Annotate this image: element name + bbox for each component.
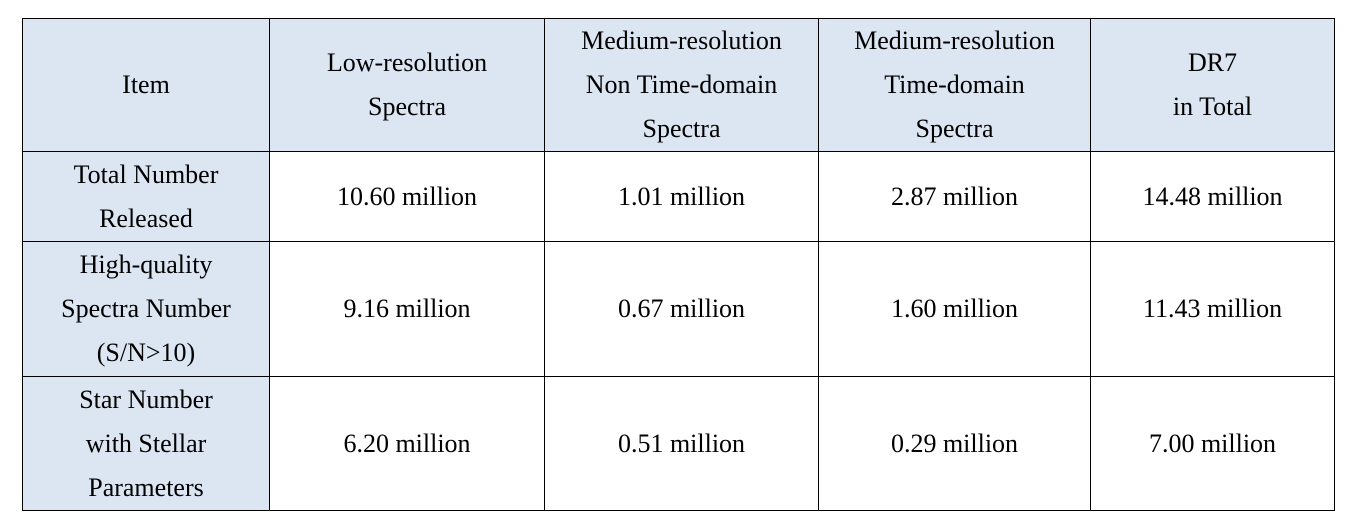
cell-line: Time-domain — [884, 70, 1025, 99]
cell-line: Parameters — [88, 472, 204, 502]
cell-line: 0.29 million — [890, 428, 1019, 458]
cell-line: in Total — [1172, 92, 1253, 121]
cell-line: 1.60 million — [890, 294, 1019, 323]
value-cell: 6.20 million — [269, 376, 545, 511]
value-cell: 0.51 million — [544, 376, 819, 511]
row-label-cell: Total Number Released — [22, 151, 270, 242]
value-cell: 9.16 million — [269, 241, 545, 377]
cell-line: with Stellar — [85, 428, 207, 458]
header-cell: DR7 in Total — [1090, 18, 1335, 152]
cell-line: Low-resolution — [326, 48, 488, 77]
data-table: Item Low-resolution Spectra Medium-resoluti… — [22, 18, 1335, 511]
cell-line: 10.60 million — [336, 181, 478, 211]
cell-line: 6.20 million — [343, 428, 471, 458]
cell-line: 7.00 million — [1148, 428, 1277, 458]
value-cell: 14.48 million — [1090, 151, 1335, 242]
table-row: High-quality Spectra Number (S/N>10) 9.16 m… — [22, 241, 1335, 377]
cell-line: Non Time-domain — [585, 70, 778, 99]
cell-line: Released — [99, 203, 193, 233]
value-cell: 11.43 million — [1090, 241, 1335, 377]
table-row: Star Number with Stellar Parameters 6.20 mi… — [22, 376, 1335, 511]
value-cell: 2.87 million — [818, 151, 1091, 242]
cell-line: 0.67 million — [617, 294, 746, 323]
header-cell: Medium-resolution Non Time-domain Spectra — [544, 18, 819, 152]
value-cell: 0.29 million — [818, 376, 1091, 511]
value-cell: 7.00 million — [1090, 376, 1335, 511]
cell-line: Spectra — [915, 114, 994, 143]
cell-line: Total Number — [73, 159, 219, 189]
cell-line: Star Number — [79, 384, 213, 414]
table-row: Total Number Released 10.60 million 1.01 mi… — [22, 151, 1335, 242]
cell-line: High-quality — [79, 250, 213, 279]
cell-line: 9.16 million — [343, 294, 471, 323]
header-cell: Medium-resolution Time-domain Spectra — [818, 18, 1091, 152]
row-label-cell: Star Number with Stellar Parameters — [22, 376, 270, 511]
cell-line: Medium-resolution — [854, 26, 1055, 55]
cell-line: 11.43 million — [1142, 294, 1283, 323]
cell-line: Spectra — [642, 114, 721, 143]
cell-line: Spectra — [368, 92, 446, 121]
cell-line: 2.87 million — [890, 181, 1019, 211]
value-cell: 10.60 million — [269, 151, 545, 242]
cell-line: Medium-resolution — [581, 26, 782, 55]
value-cell: 0.67 million — [544, 241, 819, 377]
cell-line: 14.48 million — [1142, 181, 1283, 211]
cell-line: 0.51 million — [617, 428, 746, 458]
header-row: Item Low-resolution Spectra Medium-resoluti… — [22, 18, 1335, 152]
row-label-cell: High-quality Spectra Number (S/N>10) — [22, 241, 270, 377]
value-cell: 1.01 million — [544, 151, 819, 242]
header-cell: Item — [22, 18, 270, 152]
cell-line: 1.01 million — [617, 181, 746, 211]
cell-line: DR7 — [1187, 48, 1238, 77]
value-cell: 1.60 million — [818, 241, 1091, 377]
cell-line: Item — [122, 70, 170, 99]
cell-line: Spectra Number — [61, 294, 231, 323]
header-cell: Low-resolution Spectra — [269, 18, 545, 152]
cell-line: (S/N>10) — [96, 338, 196, 367]
